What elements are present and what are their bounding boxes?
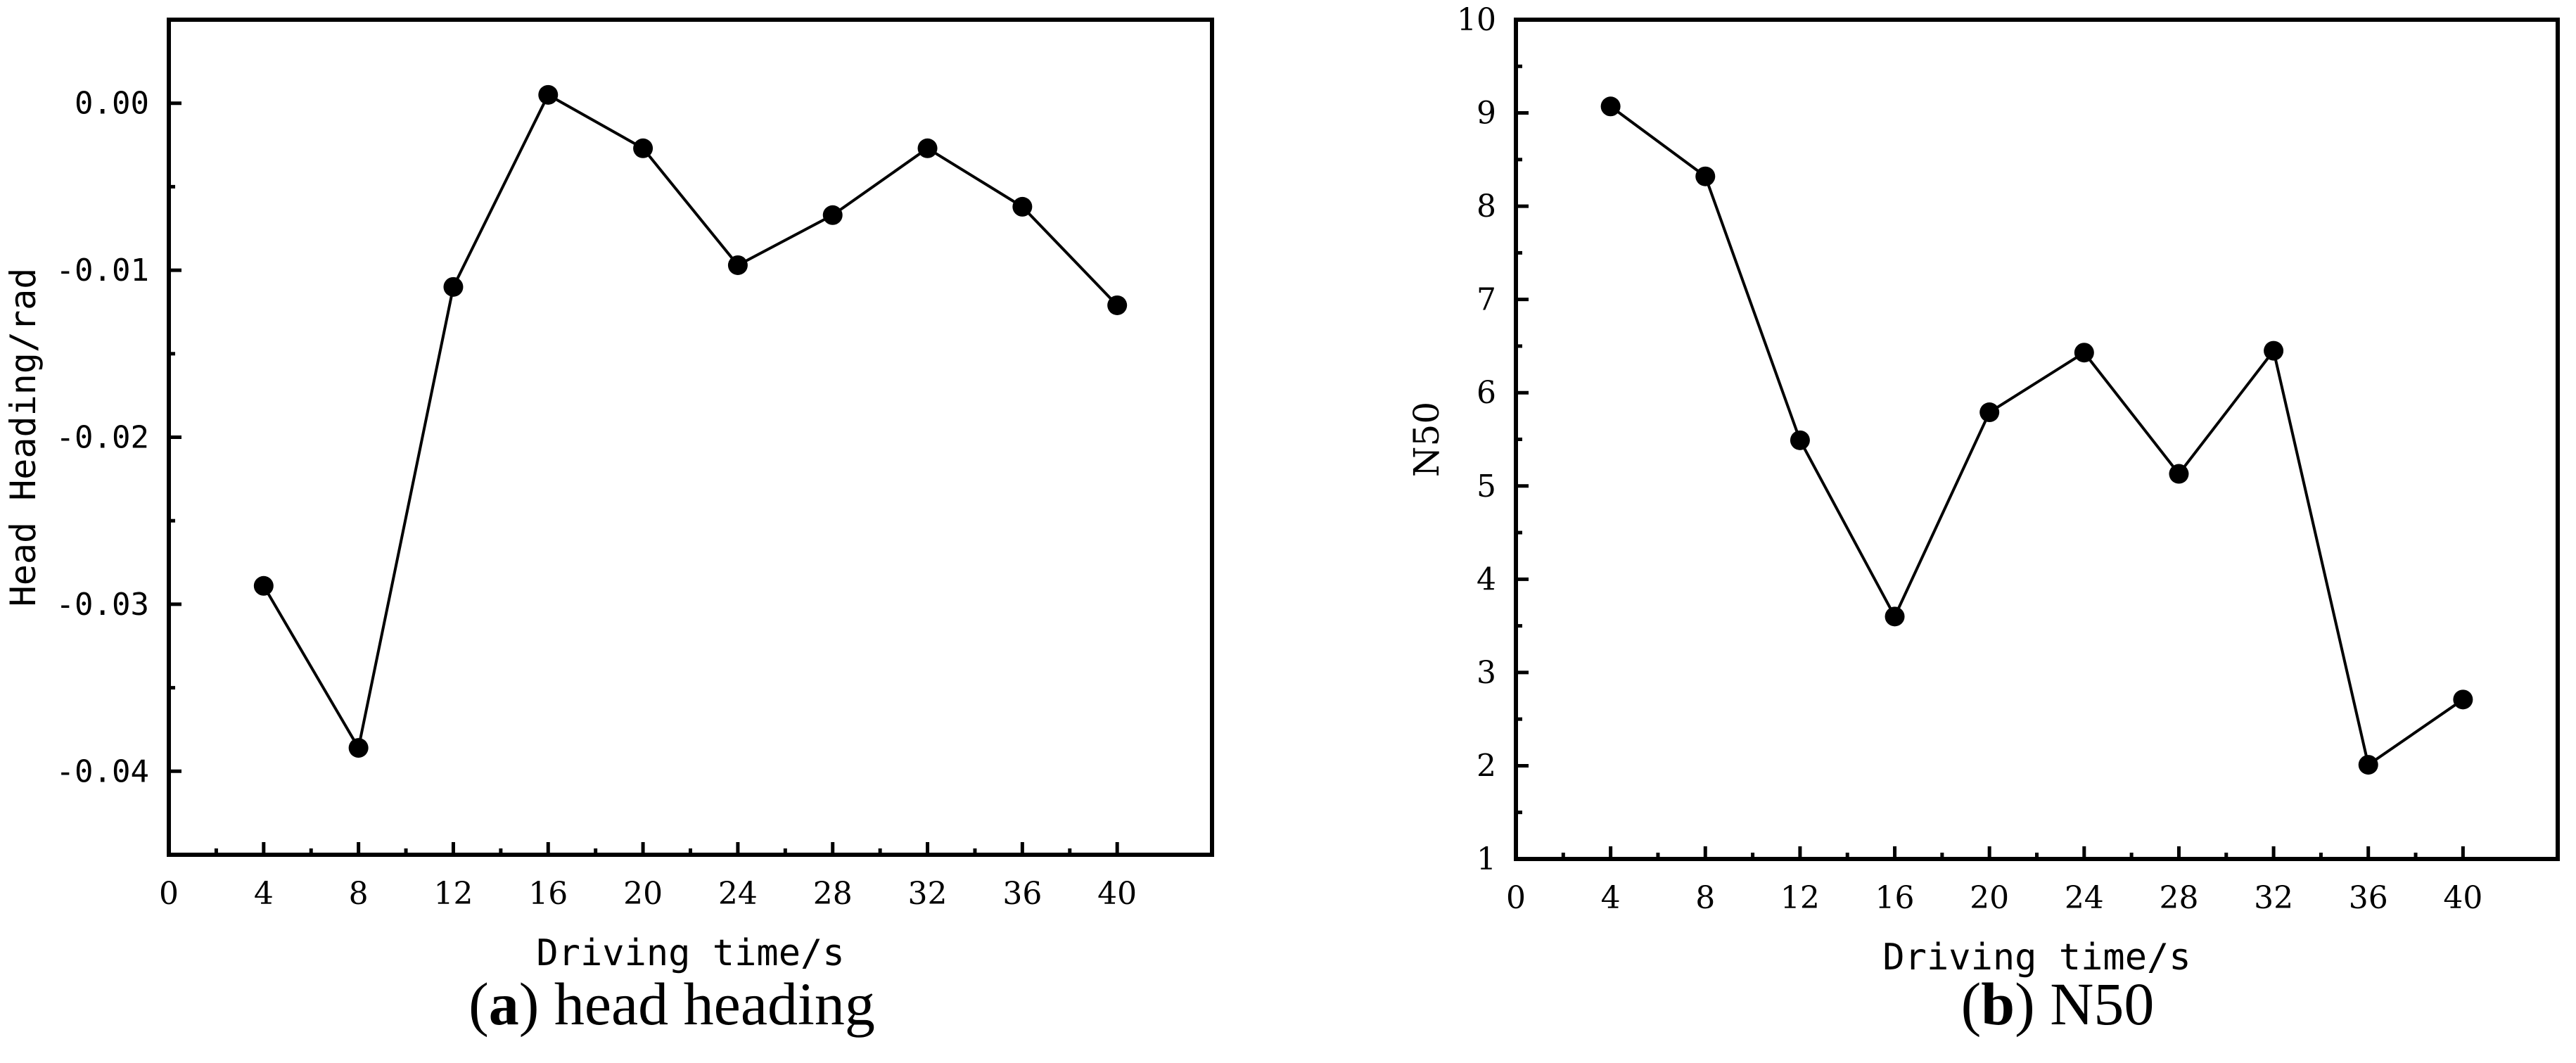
y-axis-label-a: Head Heading/rad: [3, 268, 44, 607]
data-point-b: [1885, 606, 1905, 627]
x-tick-label-b: 12: [1780, 880, 1820, 916]
data-point-a: [1107, 295, 1128, 315]
x-axis-label-a: Driving time/s: [536, 932, 844, 974]
x-tick-label-b: 40: [2443, 880, 2482, 916]
x-tick-label-b: 16: [1875, 880, 1915, 916]
data-point-a: [633, 138, 653, 158]
x-tick-label-b: 32: [2254, 880, 2293, 916]
data-point-a: [538, 84, 559, 105]
x-tick-label-b: 28: [2159, 880, 2198, 916]
x-tick-label-a: 16: [528, 876, 568, 912]
data-point-b: [2169, 464, 2189, 484]
y-tick-label-b: 10: [1457, 2, 1496, 38]
caption-b-label: b: [1981, 970, 2015, 1038]
series-line-a: [262, 93, 1118, 750]
data-point-b: [1695, 166, 1716, 186]
y-tick-label-b: 6: [1477, 375, 1496, 411]
y-tick-label-b: 7: [1477, 282, 1496, 318]
x-tick-label-a: 36: [1002, 876, 1042, 912]
data-point-b: [2358, 755, 2378, 775]
y-tick-label-b: 8: [1477, 189, 1496, 224]
y-axis-label-b: N50: [1406, 402, 1447, 477]
y-tick-label-b: 5: [1477, 469, 1496, 504]
caption-a-label: a: [488, 970, 519, 1038]
data-point-a: [727, 255, 748, 275]
caption-b: (b) N50: [1960, 970, 2155, 1038]
data-point-b: [1790, 430, 1810, 450]
data-point-a: [917, 138, 938, 158]
caption-b-text: N50: [2050, 970, 2155, 1038]
x-tick-label-b: 8: [1695, 880, 1715, 916]
x-tick-label-a: 4: [254, 876, 274, 912]
data-point-a: [1012, 196, 1033, 217]
y-tick-label-a: -0.02: [56, 420, 149, 456]
x-tick-label-a: 24: [718, 876, 758, 912]
x-tick-label-b: 0: [1506, 880, 1526, 916]
caption-a: (a) head heading: [468, 970, 875, 1038]
x-tick-label-a: 12: [433, 876, 473, 912]
y-tick-label-b: 9: [1477, 96, 1496, 132]
x-tick-label-b: 24: [2065, 880, 2104, 916]
x-tick-label-a: 28: [813, 876, 853, 912]
data-point-a: [443, 276, 464, 297]
y-tick-label-b: 1: [1477, 841, 1496, 877]
y-tick-label-b: 3: [1477, 655, 1496, 691]
x-axis-label-b: Driving time/s: [1882, 936, 2191, 979]
plot-frame-b: [1514, 18, 2560, 861]
plot-frame-a: [167, 18, 1214, 857]
x-tick-label-b: 20: [1970, 880, 2009, 916]
data-point-b: [1979, 402, 2000, 423]
x-tick-label-b: 4: [1601, 880, 1621, 916]
y-tick-label-a: 0.00: [75, 86, 149, 122]
chart-panel-a: 0 4 8 12 16 20 24 28 32 36 40 0.00 -0.01 -0.02 -0.03 -0…: [3, 18, 1214, 974]
x-tick-label-b: 36: [2349, 880, 2388, 916]
y-tick-label-a: -0.01: [56, 253, 149, 288]
data-point-a: [822, 205, 843, 225]
x-tick-label-a: 40: [1097, 876, 1137, 912]
y-tick-label-b: 4: [1477, 561, 1496, 597]
x-tick-label-a: 32: [908, 876, 948, 912]
caption-a-text: head heading: [554, 970, 875, 1038]
series-line-b: [1609, 105, 2464, 767]
y-tick-label-a: -0.04: [56, 753, 149, 789]
data-point-a: [253, 575, 274, 596]
y-tick-label-a: -0.03: [56, 587, 149, 623]
data-point-b: [2453, 689, 2473, 710]
data-point-b: [1600, 96, 1621, 117]
y-tick-label-b: 2: [1477, 748, 1496, 784]
data-point-b: [2074, 343, 2094, 363]
data-point-a: [348, 738, 369, 758]
x-tick-label-a: 20: [623, 876, 663, 912]
x-tick-label-a: 0: [159, 876, 179, 912]
data-point-b: [2264, 340, 2284, 361]
x-tick-label-a: 8: [349, 876, 369, 912]
